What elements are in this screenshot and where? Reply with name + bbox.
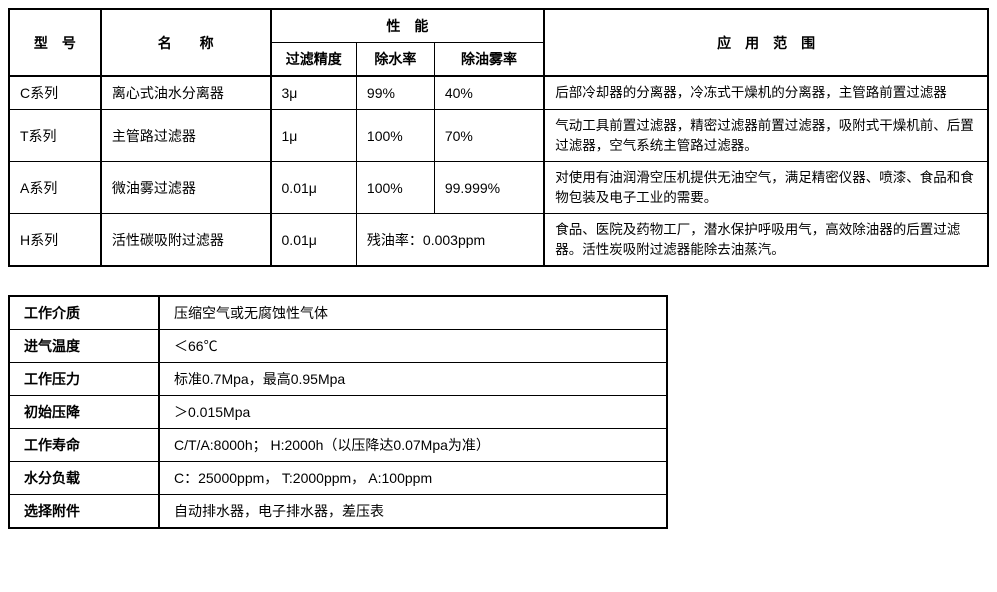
spec-label: 进气温度 [9, 330, 159, 363]
header-water: 除水率 [356, 43, 434, 77]
table-row: H系列 活性碳吸附过滤器 0.01μ 残油率：0.003ppm 食品、医院及药物… [9, 214, 988, 267]
cell-application: 气动工具前置过滤器，精密过滤器前置过滤器，吸附式干燥机前、后置过滤器，空气系统主… [544, 110, 988, 162]
cell-name: 主管路过滤器 [101, 110, 271, 162]
specifications-table: 工作介质 压缩空气或无腐蚀性气体 进气温度 ＜66℃ 工作压力 标准0.7Mpa… [8, 295, 668, 529]
cell-precision: 1μ [271, 110, 357, 162]
spec-label: 工作介质 [9, 296, 159, 330]
cell-model: T系列 [9, 110, 101, 162]
header-name: 名 称 [101, 9, 271, 76]
cell-application: 对使用有油润滑空压机提供无油空气，满足精密仪器、喷漆、食品和食物包装及电子工业的… [544, 162, 988, 214]
cell-oil: 99.999% [434, 162, 544, 214]
spec-label: 初始压降 [9, 396, 159, 429]
cell-oil-merged: 残油率：0.003ppm [356, 214, 544, 267]
cell-name: 离心式油水分离器 [101, 76, 271, 110]
table-row: T系列 主管路过滤器 1μ 100% 70% 气动工具前置过滤器，精密过滤器前置… [9, 110, 988, 162]
table-row: 水分负载 C：25000ppm， T:2000ppm， A:100ppm [9, 462, 667, 495]
cell-water: 99% [356, 76, 434, 110]
spec-label: 选择附件 [9, 495, 159, 529]
cell-precision: 0.01μ [271, 214, 357, 267]
cell-water: 100% [356, 162, 434, 214]
spec-label: 水分负载 [9, 462, 159, 495]
cell-water: 100% [356, 110, 434, 162]
spec-value: C：25000ppm， T:2000ppm， A:100ppm [159, 462, 667, 495]
spec-value: ＜66℃ [159, 330, 667, 363]
spec-value: 自动排水器，电子排水器，差压表 [159, 495, 667, 529]
cell-application: 后部冷却器的分离器，冷冻式干燥机的分离器，主管路前置过滤器 [544, 76, 988, 110]
spec-value: ＞0.015Mpa [159, 396, 667, 429]
table-row: 工作寿命 C/T/A:8000h； H:2000h（以压降达0.07Mpa为准） [9, 429, 667, 462]
header-precision: 过滤精度 [271, 43, 357, 77]
cell-precision: 3μ [271, 76, 357, 110]
header-oil: 除油雾率 [434, 43, 544, 77]
cell-oil: 70% [434, 110, 544, 162]
cell-model: C系列 [9, 76, 101, 110]
table-row: C系列 离心式油水分离器 3μ 99% 40% 后部冷却器的分离器，冷冻式干燥机… [9, 76, 988, 110]
cell-name: 活性碳吸附过滤器 [101, 214, 271, 267]
cell-application: 食品、医院及药物工厂，潜水保护呼吸用气，高效除油器的后置过滤器。活性炭吸附过滤器… [544, 214, 988, 267]
spec-label: 工作压力 [9, 363, 159, 396]
cell-precision: 0.01μ [271, 162, 357, 214]
spec-value: 标准0.7Mpa，最高0.95Mpa [159, 363, 667, 396]
spec-label: 工作寿命 [9, 429, 159, 462]
header-application: 应 用 范 围 [544, 9, 988, 76]
table-row: 初始压降 ＞0.015Mpa [9, 396, 667, 429]
spec-value: 压缩空气或无腐蚀性气体 [159, 296, 667, 330]
table-row: A系列 微油雾过滤器 0.01μ 100% 99.999% 对使用有油润滑空压机… [9, 162, 988, 214]
cell-oil: 40% [434, 76, 544, 110]
table-row: 工作压力 标准0.7Mpa，最高0.95Mpa [9, 363, 667, 396]
table-row: 选择附件 自动排水器，电子排水器，差压表 [9, 495, 667, 529]
cell-model: H系列 [9, 214, 101, 267]
spec-value: C/T/A:8000h； H:2000h（以压降达0.07Mpa为准） [159, 429, 667, 462]
header-performance: 性 能 [271, 9, 545, 43]
cell-name: 微油雾过滤器 [101, 162, 271, 214]
cell-model: A系列 [9, 162, 101, 214]
filter-series-table: 型 号 名 称 性 能 应 用 范 围 过滤精度 除水率 除油雾率 C系列 离心… [8, 8, 989, 267]
header-model: 型 号 [9, 9, 101, 76]
table-row: 进气温度 ＜66℃ [9, 330, 667, 363]
table-row: 工作介质 压缩空气或无腐蚀性气体 [9, 296, 667, 330]
